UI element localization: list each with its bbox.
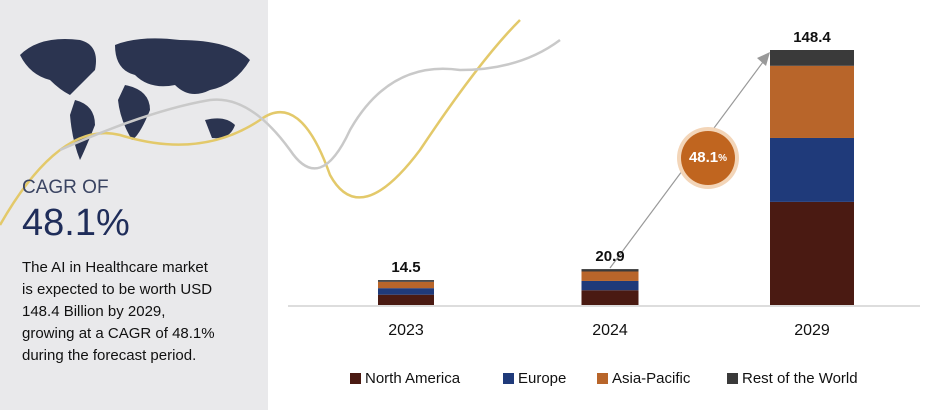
decorative-curve [59, 38, 561, 170]
bar-segment [581, 280, 639, 291]
chart: 14.5 2023 20.9 2024 148.4 2029 North America Eu… [350, 29, 858, 387]
badge-unit: % [718, 153, 727, 164]
arrow-head [757, 52, 770, 66]
bar-segment [378, 280, 434, 282]
badge-text: 48.1% [689, 149, 727, 166]
badge [681, 131, 735, 185]
bar-segment [378, 281, 434, 289]
bar-segment [581, 269, 639, 272]
description-line: The AI in Healthcare market [22, 259, 209, 276]
x-tick-label: 2029 [794, 322, 830, 339]
bar-segment [581, 290, 639, 305]
total-label: 148.4 [793, 29, 831, 46]
badge-value: 48.1 [689, 149, 718, 166]
x-tick-label: 2024 [592, 322, 628, 339]
legend-label: Europe [518, 370, 566, 387]
bar-segment [770, 137, 854, 202]
world-map [20, 38, 250, 160]
description-line: growing at a CAGR of 48.1% [22, 325, 215, 342]
bar-segment [581, 271, 639, 281]
bar-segment [770, 201, 854, 305]
legend-swatch [350, 373, 361, 384]
description-line: 148.4 Billion by 2029, [22, 303, 165, 320]
legend-swatch [503, 373, 514, 384]
bar-segment [770, 50, 854, 66]
legend-label: North America [365, 370, 461, 387]
description: The AI in Healthcare market is expected t… [22, 259, 215, 364]
legend-swatch [727, 373, 738, 384]
headline: 48.1% [22, 202, 130, 244]
description-line: is expected to be worth USD [22, 281, 212, 298]
description-line: during the forecast period. [22, 347, 196, 364]
legend-swatch [597, 373, 608, 384]
bar-segment [770, 65, 854, 138]
x-tick-label: 2023 [388, 322, 424, 339]
legend-label: Rest of the World [742, 370, 858, 387]
bar-segment [378, 288, 434, 295]
total-label: 20.9 [595, 248, 624, 265]
kicker: CAGR OF [22, 177, 109, 198]
bar-segment [378, 294, 434, 305]
total-label: 14.5 [391, 259, 420, 276]
legend-label: Asia-Pacific [612, 370, 691, 387]
